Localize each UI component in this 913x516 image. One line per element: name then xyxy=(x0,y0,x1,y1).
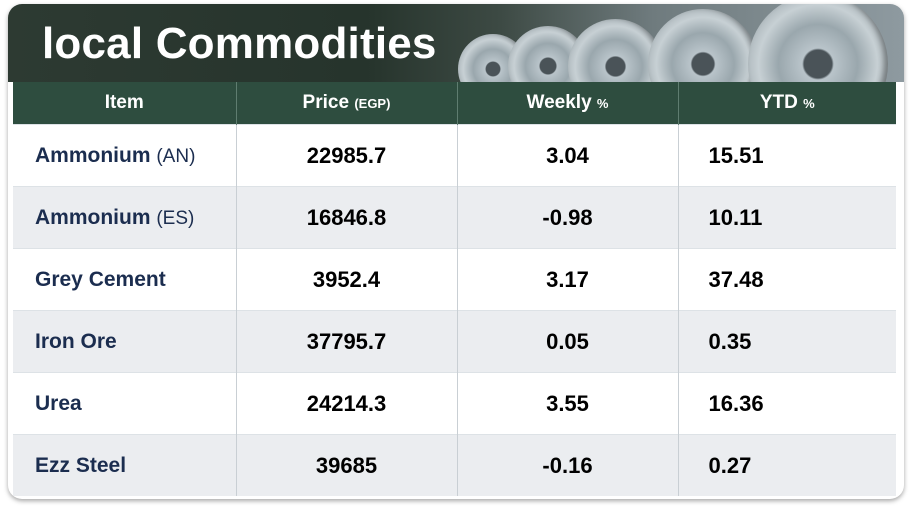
item-cell: Ammonium (AN) xyxy=(13,124,237,187)
ytd-cell: 0.35 xyxy=(678,310,896,373)
ytd-cell: 10.11 xyxy=(678,186,896,249)
price-cell: 37795.7 xyxy=(236,310,458,373)
page-title: local Commodities xyxy=(42,19,437,68)
weekly-cell: -0.16 xyxy=(457,434,679,496)
banner-image: local Commodities xyxy=(8,4,904,134)
commodities-table: Item Price (EGP) Weekly % YTD % Ammonium… xyxy=(13,82,896,496)
weekly-cell: -0.98 xyxy=(457,186,679,249)
table-row: Ezz Steel 39685 -0.16 0.27 xyxy=(13,434,896,496)
item-cell: Ammonium (ES) xyxy=(13,186,237,249)
price-cell: 39685 xyxy=(236,434,458,496)
column-header-weekly: Weekly % xyxy=(457,82,679,125)
price-cell: 22985.7 xyxy=(236,124,458,187)
price-cell: 24214.3 xyxy=(236,372,458,435)
column-header-ytd: YTD % xyxy=(678,82,896,125)
weekly-cell: 0.05 xyxy=(457,310,679,373)
column-header-price: Price (EGP) xyxy=(236,82,458,125)
table-row: Grey Cement 3952.4 3.17 37.48 xyxy=(13,248,896,311)
ytd-cell: 0.27 xyxy=(678,434,896,496)
price-cell: 16846.8 xyxy=(236,186,458,249)
weekly-cell: 3.04 xyxy=(457,124,679,187)
ytd-cell: 16.36 xyxy=(678,372,896,435)
table-row: Iron Ore 37795.7 0.05 0.35 xyxy=(13,310,896,373)
price-unit: (EGP) xyxy=(354,96,391,111)
table-row: Urea 24214.3 3.55 16.36 xyxy=(13,372,896,435)
item-cell: Ezz Steel xyxy=(13,434,237,496)
column-header-item: Item xyxy=(13,82,237,125)
weekly-unit: % xyxy=(596,96,609,111)
item-cell: Urea xyxy=(13,372,237,435)
item-cell: Iron Ore xyxy=(13,310,237,373)
item-cell: Grey Cement xyxy=(13,248,237,311)
weekly-cell: 3.55 xyxy=(457,372,679,435)
ytd-unit: % xyxy=(803,96,815,111)
ytd-cell: 37.48 xyxy=(678,248,896,311)
ytd-cell: 15.51 xyxy=(678,124,896,187)
table-row: Ammonium (AN) 22985.7 3.04 15.51 xyxy=(13,124,896,187)
table-row: Ammonium (ES) 16846.8 -0.98 10.11 xyxy=(13,186,896,249)
weekly-cell: 3.17 xyxy=(457,248,679,311)
commodities-card: local Commodities Item Price (EGP) Weekl… xyxy=(8,4,904,499)
price-cell: 3952.4 xyxy=(236,248,458,311)
table-header-row: Item Price (EGP) Weekly % YTD % xyxy=(13,82,896,125)
